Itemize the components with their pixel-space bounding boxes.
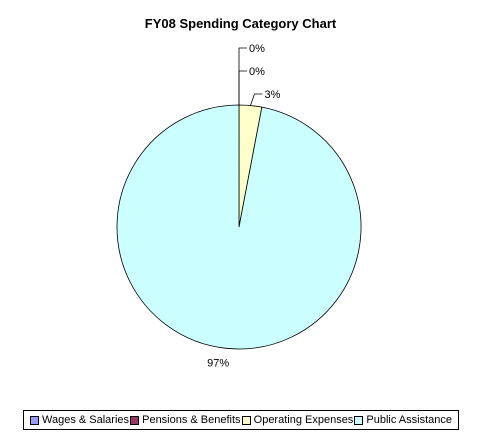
chart-title: FY08 Spending Category Chart: [144, 16, 337, 31]
slice-label-1: 0%: [249, 66, 265, 78]
legend-swatch: [241, 415, 251, 425]
leader-line-2: [250, 93, 263, 106]
leader-line-0: [238, 47, 247, 105]
pie-chart: 0% 0% 3% 97%: [116, 43, 362, 369]
legend-label: Operating Expenses: [253, 414, 354, 426]
legend-label: Wages & Salaries: [42, 414, 130, 426]
legend-label: Public Assistance: [366, 414, 452, 426]
legend-item-wages: Wages & Salaries: [30, 414, 129, 426]
legend-swatch: [354, 415, 364, 425]
pie-slice-3: [116, 104, 362, 350]
legend-swatch: [130, 415, 140, 425]
legend-swatch: [30, 415, 39, 425]
legend: Wages & Salaries Pensions & Benefits Ope…: [23, 410, 459, 430]
legend-item-public-assistance: Public Assistance: [354, 414, 452, 426]
legend-label: Pensions & Benefits: [142, 414, 241, 426]
legend-item-operating: Operating Expenses: [241, 414, 354, 426]
legend-item-pensions: Pensions & Benefits: [130, 414, 241, 426]
slice-label-2: 3%: [264, 89, 280, 101]
slice-label-0: 0%: [249, 43, 265, 55]
slice-label-3: 97%: [207, 357, 229, 369]
leader-line-1: [238, 70, 247, 105]
